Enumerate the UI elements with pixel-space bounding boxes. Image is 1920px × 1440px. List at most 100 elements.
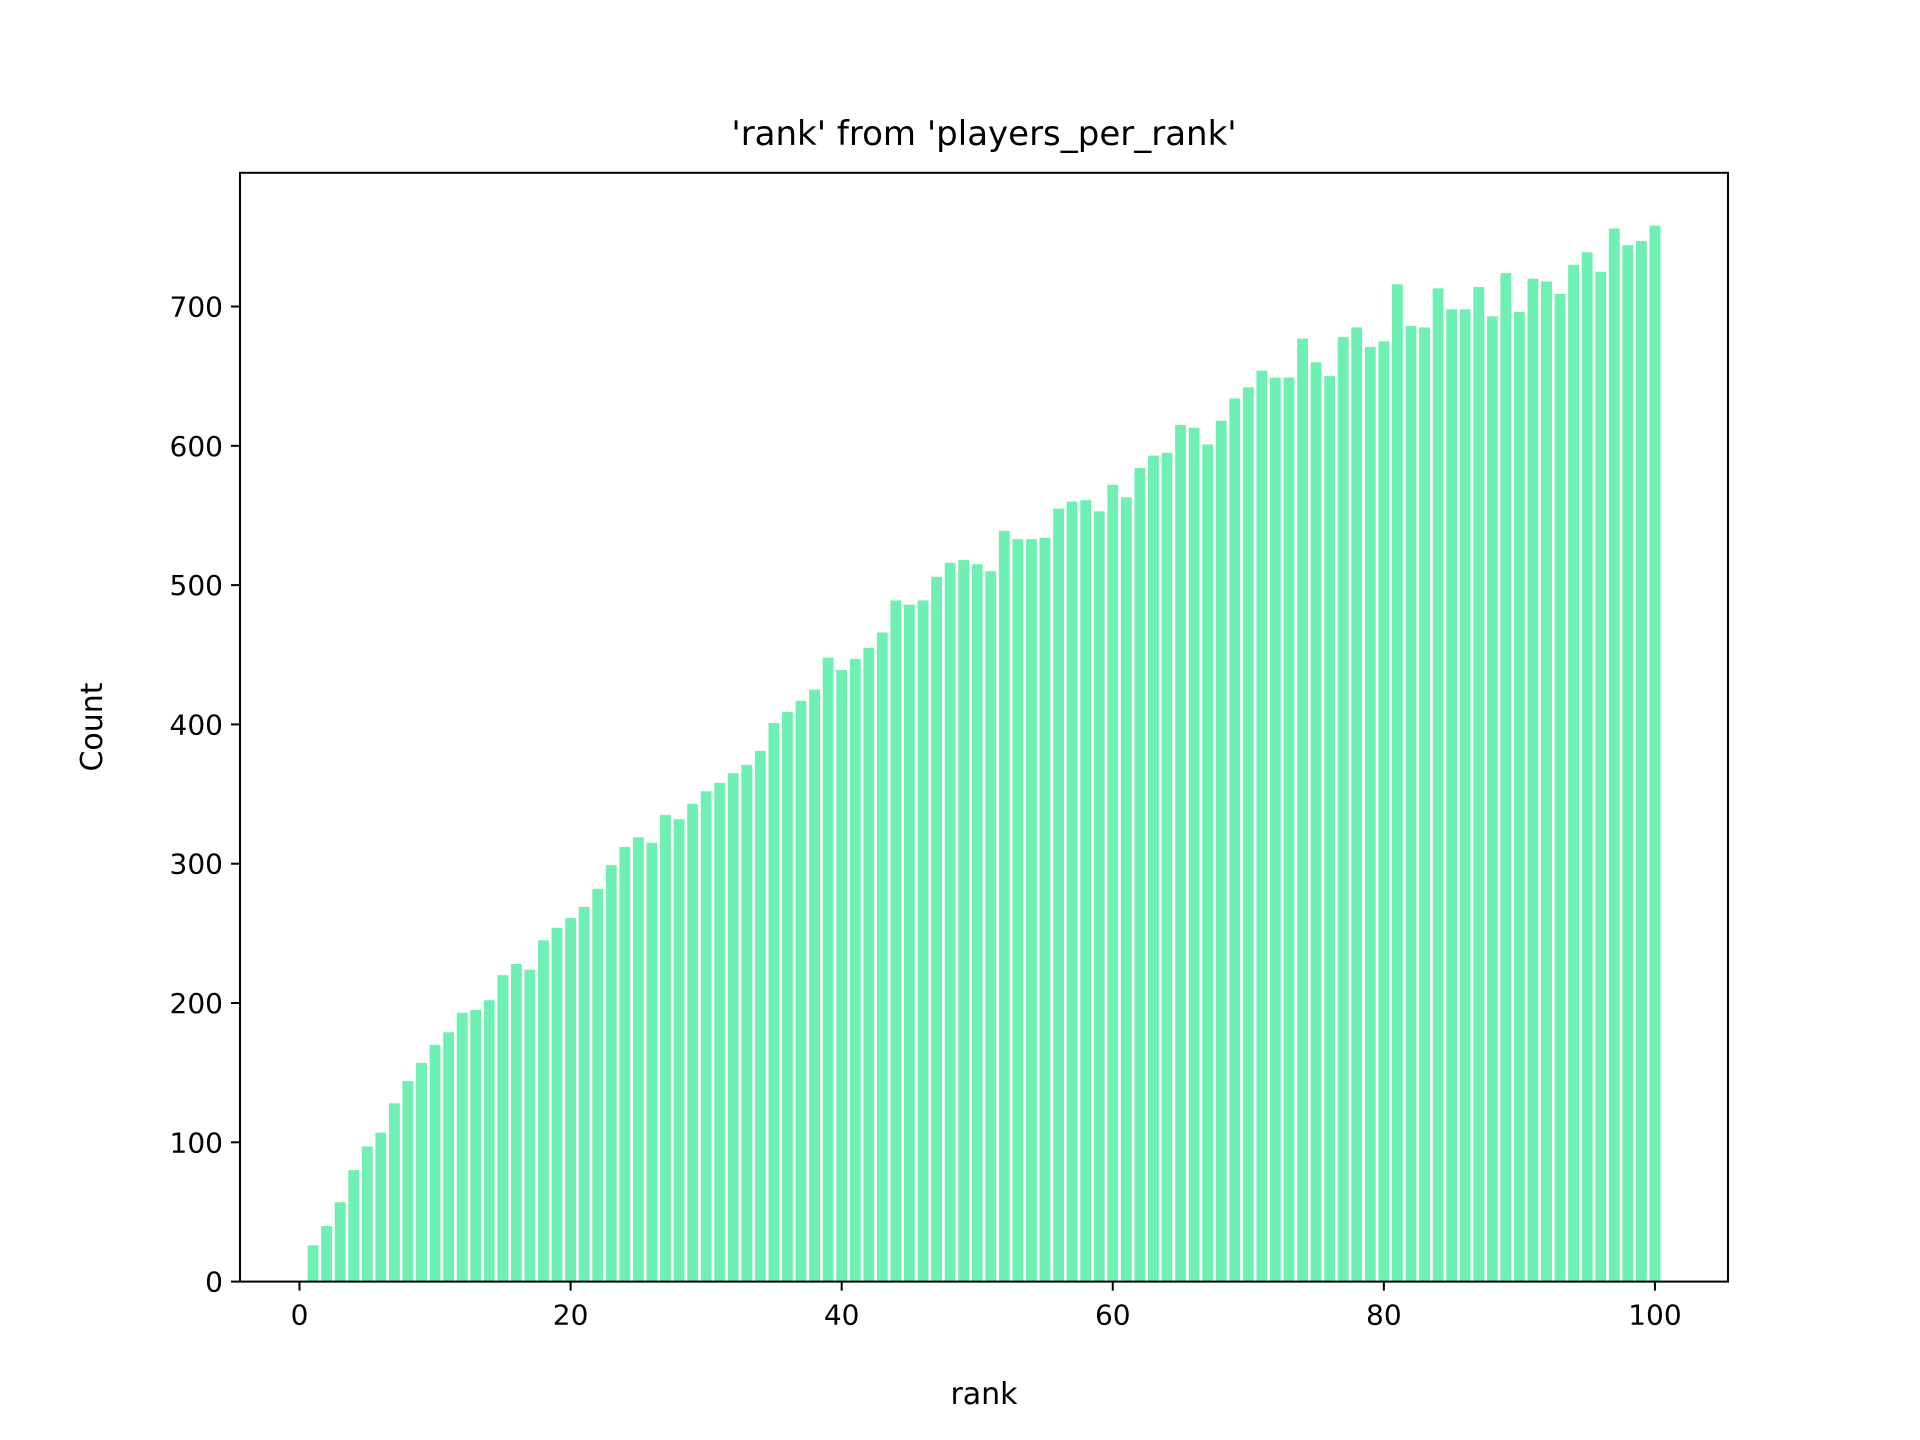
bar-rank-29 (687, 803, 699, 1282)
bar-rank-21 (578, 906, 590, 1282)
bar-rank-65 (1175, 424, 1186, 1282)
bar-rank-54 (1026, 539, 1037, 1282)
bar-rank-60 (1107, 484, 1119, 1282)
y-axis-label: Count (75, 682, 110, 771)
bar-rank-17 (524, 969, 536, 1282)
y-axis-ticks: 0 100 200 300 400 500 600 700 (170, 291, 240, 1299)
bar-rank-49 (958, 560, 970, 1282)
chart-title: 'rank' from 'players_per_rank' (731, 114, 1236, 154)
x-tick-label: 80 (1366, 1299, 1402, 1332)
bar-rank-70 (1242, 387, 1254, 1282)
bar-rank-55 (1039, 537, 1051, 1282)
bar-rank-36 (782, 711, 793, 1282)
bar-rank-51 (985, 571, 997, 1282)
bar-rank-67 (1202, 444, 1214, 1282)
x-tick-label: 40 (824, 1299, 860, 1332)
bar-rank-64 (1161, 452, 1173, 1282)
bar-rank-20 (565, 918, 577, 1282)
bar-rank-86 (1459, 309, 1471, 1282)
bar-rank-37 (795, 700, 807, 1282)
bar-rank-90 (1513, 312, 1525, 1282)
y-tick-label: 200 (170, 987, 223, 1020)
x-tick-label: 0 (291, 1299, 309, 1332)
bar-rank-47 (931, 576, 942, 1282)
plot-frame (239, 171, 1729, 1283)
bar-rank-72 (1269, 377, 1281, 1282)
bar-rank-56 (1053, 508, 1064, 1282)
bar-rank-19 (551, 927, 563, 1282)
y-tick-label: 0 (205, 1266, 223, 1299)
bar-rank-71 (1256, 370, 1268, 1282)
x-tick-label: 100 (1628, 1299, 1681, 1332)
bar-rank-18 (538, 940, 549, 1282)
bar-rank-66 (1188, 427, 1200, 1282)
bar-rank-4 (348, 1170, 360, 1282)
bar-rank-12 (456, 1012, 468, 1282)
bar-rank-89 (1500, 273, 1512, 1282)
bar-rank-2 (321, 1225, 333, 1282)
x-axis-ticks: 0 20 40 60 80 100 (291, 1281, 1682, 1332)
bar-rank-41 (849, 658, 861, 1282)
bar-rank-52 (998, 530, 1010, 1282)
bar-rank-32 (727, 773, 739, 1282)
x-tick-label: 20 (553, 1299, 589, 1332)
bar-rank-13 (470, 1009, 482, 1282)
bar-rank-95 (1581, 252, 1593, 1282)
bar-rank-98 (1622, 245, 1634, 1282)
bar-rank-85 (1446, 309, 1458, 1282)
bar-rank-44 (890, 600, 902, 1282)
bar-rank-75 (1310, 362, 1322, 1282)
bar-rank-92 (1541, 281, 1552, 1282)
bar-rank-53 (1012, 539, 1024, 1282)
bar-rank-23 (605, 865, 617, 1282)
bar-rank-24 (619, 846, 631, 1282)
bar-rank-30 (700, 791, 712, 1282)
y-tick-label: 400 (170, 708, 223, 741)
bar-rank-79 (1364, 346, 1376, 1282)
bar-rank-46 (917, 600, 929, 1282)
bar-rank-34 (754, 750, 766, 1282)
bar-rank-87 (1473, 287, 1485, 1282)
bar-rank-26 (646, 842, 658, 1282)
bar-rank-69 (1229, 398, 1241, 1282)
bar-rank-48 (944, 562, 956, 1282)
bar-rank-6 (375, 1132, 387, 1282)
bar-rank-1 (307, 1245, 319, 1282)
bar-rank-68 (1215, 420, 1227, 1282)
bar-rank-59 (1093, 511, 1105, 1282)
bar-rank-100 (1649, 225, 1661, 1282)
bar-rank-10 (429, 1044, 441, 1282)
bar-rank-57 (1066, 501, 1078, 1282)
y-tick-label: 600 (170, 430, 223, 463)
bar-rank-78 (1351, 327, 1363, 1282)
bar-rank-83 (1419, 327, 1430, 1282)
bar-rank-7 (388, 1103, 400, 1282)
bar-rank-40 (836, 670, 848, 1282)
bar-rank-88 (1486, 316, 1498, 1282)
bar-rank-84 (1432, 288, 1444, 1282)
bar-rank-9 (416, 1062, 427, 1282)
bar-rank-14 (483, 1000, 495, 1282)
bar-rank-99 (1635, 241, 1647, 1282)
bar-rank-61 (1120, 497, 1132, 1282)
bar-rank-8 (402, 1081, 414, 1282)
bar-rank-96 (1595, 271, 1607, 1282)
bar-rank-74 (1297, 338, 1308, 1282)
y-tick-label: 100 (170, 1126, 223, 1159)
bar-rank-39 (822, 657, 834, 1282)
bar-rank-33 (741, 764, 753, 1282)
bar-rank-76 (1324, 376, 1336, 1282)
bar-rank-42 (863, 647, 875, 1282)
bar-rank-25 (632, 837, 644, 1282)
bar-rank-38 (809, 689, 820, 1282)
x-tick-label: 60 (1095, 1299, 1131, 1332)
bar-rank-58 (1080, 500, 1092, 1282)
bar-rank-28 (673, 819, 685, 1282)
bar-rank-80 (1378, 341, 1390, 1282)
bar-rank-5 (361, 1146, 373, 1282)
bar-rank-73 (1283, 377, 1295, 1282)
bar-rank-16 (510, 964, 522, 1282)
bar-rank-63 (1148, 455, 1159, 1282)
bar-rank-77 (1337, 337, 1349, 1282)
